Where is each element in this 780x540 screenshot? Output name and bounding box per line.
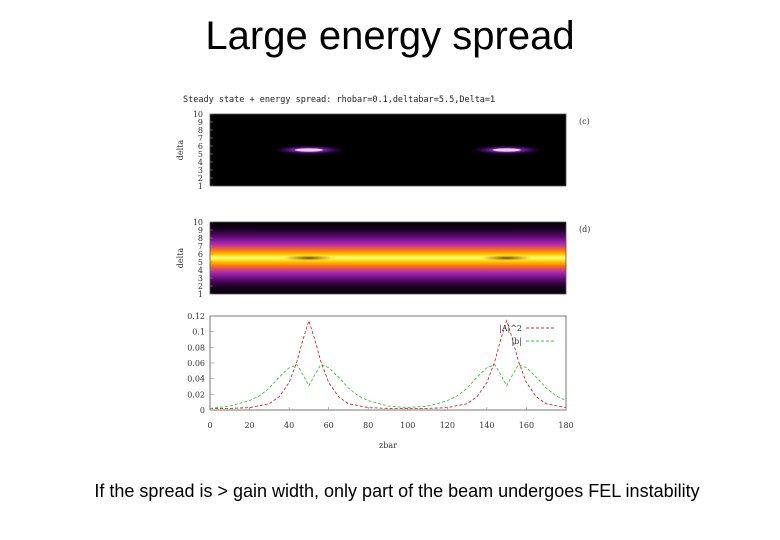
heatmap2-ytick: 9 bbox=[198, 226, 203, 235]
line-chart-xtick: 100 bbox=[400, 421, 415, 430]
line-chart-ytick: 0.02 bbox=[187, 390, 205, 399]
slide-caption: If the spread is > gain width, only part… bbox=[94, 481, 700, 501]
heatmap1-ytick: 6 bbox=[198, 142, 203, 151]
heatmap1-ytick: 3 bbox=[198, 166, 203, 175]
line-chart-ytick: 0 bbox=[200, 406, 205, 415]
line-chart-xtick: 20 bbox=[244, 421, 254, 430]
dark-spot bbox=[278, 255, 339, 261]
panel1-label: (c) bbox=[579, 117, 590, 126]
panel2-label: (d) bbox=[579, 225, 590, 234]
hot-spot-core bbox=[294, 148, 323, 152]
line-chart-xtick: 60 bbox=[324, 421, 334, 430]
line-chart-ytick: 0.08 bbox=[187, 343, 205, 352]
line-chart-xtick: 140 bbox=[479, 421, 494, 430]
series-line-A-squared bbox=[210, 319, 567, 409]
heatmap2-ytick: 8 bbox=[198, 234, 203, 243]
heatmap1-ytick: 7 bbox=[198, 134, 203, 143]
line-chart-ytick: 0.04 bbox=[187, 375, 205, 384]
heatmap2-ytick: 2 bbox=[198, 282, 203, 291]
panel1-title: Steady state + energy spread: rhobar=0.1… bbox=[183, 95, 495, 105]
panel1-ylabel: delta bbox=[176, 140, 185, 161]
heatmap1-ytick: 5 bbox=[198, 150, 203, 159]
line-chart-xtick: 160 bbox=[519, 421, 534, 430]
heatmap2-ytick: 6 bbox=[198, 250, 203, 259]
series-line-b bbox=[209, 364, 567, 409]
line-chart-ytick: 0.06 bbox=[187, 359, 205, 368]
line-chart-xtick: 180 bbox=[558, 421, 573, 430]
line-chart-frame bbox=[209, 315, 567, 411]
heatmap1-ytick: 4 bbox=[198, 158, 203, 167]
line-chart-xtick: 80 bbox=[363, 421, 373, 430]
heatmap2-ytick: 1 bbox=[198, 290, 203, 299]
line-chart-xtick: 120 bbox=[440, 421, 455, 430]
heatmap2-ytick: 7 bbox=[198, 242, 203, 251]
heatmap1-ytick: 8 bbox=[198, 126, 203, 135]
slide-title: Large energy spread bbox=[205, 14, 575, 58]
heatmap1-ytick: 9 bbox=[198, 118, 203, 127]
line-chart-ytick: 0.1 bbox=[192, 328, 205, 337]
legend-label: |A|^2 bbox=[499, 324, 522, 333]
line-chart-ytick: 0.12 bbox=[187, 312, 205, 321]
heatmap1-ytick: 2 bbox=[198, 174, 203, 183]
dark-spot bbox=[476, 255, 537, 261]
heatmap2-ytick: 10 bbox=[193, 218, 203, 227]
line-chart-xtick: 40 bbox=[284, 421, 294, 430]
line-chart-xtick: 0 bbox=[207, 421, 212, 430]
hot-spot-core bbox=[492, 148, 521, 152]
line-chart-xlabel: zbar bbox=[379, 441, 397, 450]
heatmap1-ytick: 1 bbox=[198, 182, 203, 191]
heatmap2-ytick: 5 bbox=[198, 258, 203, 267]
panel2-ylabel: delta bbox=[176, 248, 185, 269]
legend-label: |b| bbox=[511, 337, 522, 346]
simulation-figure: Steady state + energy spread: rhobar=0.1… bbox=[176, 95, 590, 450]
heatmap1-ytick: 10 bbox=[193, 110, 203, 119]
line-chart-panel: 0 0.02 0.04 0.06 0.08 0.1 0.12 0 20 40 60 80 100 120 1… bbox=[187, 312, 573, 450]
heatmap2-ytick: 4 bbox=[198, 266, 203, 275]
heatmap2-ytick: 3 bbox=[198, 274, 203, 283]
